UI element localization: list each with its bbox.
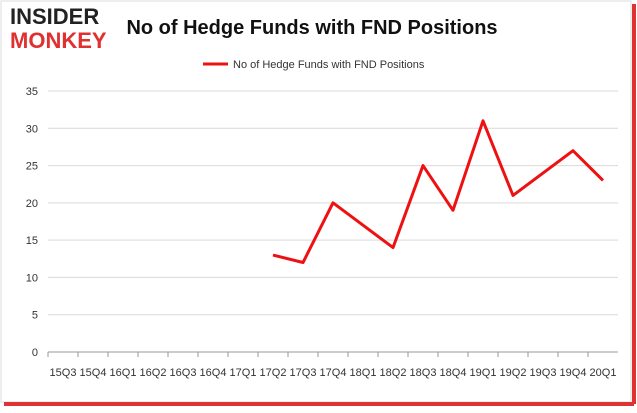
y-tick-label: 25 [26, 161, 38, 173]
legend: No of Hedge Funds with FND Positions [203, 59, 425, 71]
y-tick-label: 20 [26, 198, 38, 210]
x-tick-label: 19Q4 [560, 367, 587, 379]
data-line [272, 119, 605, 265]
y-tick-label: 5 [32, 310, 38, 322]
x-tick-label: 18Q4 [440, 367, 467, 379]
y-tick-label: 10 [26, 272, 38, 284]
frame [0, 0, 632, 403]
x-tick-label: 17Q2 [260, 367, 287, 379]
x-tick-label: 18Q1 [350, 367, 377, 379]
x-tick-label: 15Q3 [50, 367, 77, 379]
x-tick-label: 18Q3 [410, 367, 437, 379]
chart-title: No of Hedge Funds with FND Positions [126, 17, 497, 39]
x-tick-label: 19Q2 [500, 367, 527, 379]
x-tick-label: 19Q1 [470, 367, 497, 379]
x-tick-label: 16Q4 [200, 367, 227, 379]
x-tick-label: 20Q1 [590, 367, 617, 379]
logo-line1: INSIDER [10, 4, 99, 29]
y-tick-label: 30 [26, 123, 38, 135]
x-tick-label: 16Q2 [140, 367, 167, 379]
y-tick-label: 0 [32, 347, 38, 359]
y-tick-label: 35 [26, 86, 38, 98]
x-tick-label: 15Q4 [80, 367, 107, 379]
x-tick-label: 16Q3 [170, 367, 197, 379]
x-tick-label: 18Q2 [380, 367, 407, 379]
logo-line2: MONKEY [10, 28, 107, 53]
x-tick-label: 17Q4 [320, 367, 347, 379]
legend-label: No of Hedge Funds with FND Positions [233, 59, 425, 71]
y-tick-label: 15 [26, 235, 38, 247]
x-tick-label: 17Q3 [290, 367, 317, 379]
x-tick-label: 19Q3 [530, 367, 557, 379]
x-tick-label: 17Q1 [230, 367, 257, 379]
x-tick-label: 16Q1 [110, 367, 137, 379]
